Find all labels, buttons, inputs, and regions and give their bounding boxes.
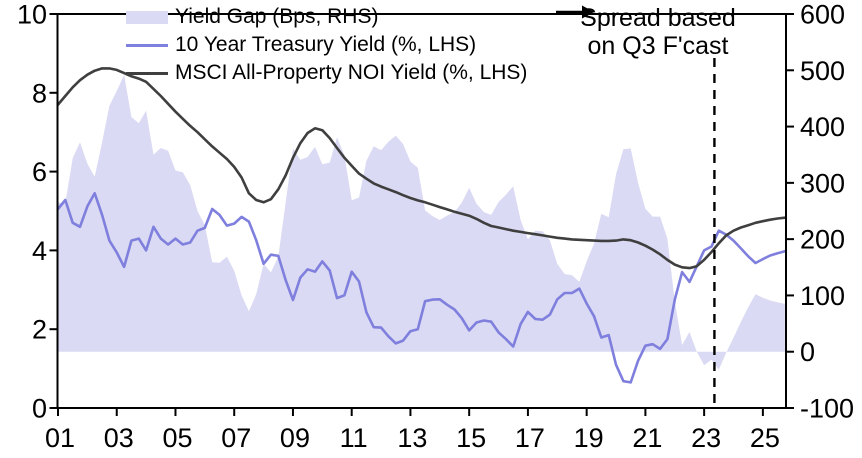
x-axis-label: 21 [632, 423, 662, 453]
legend-item-yield-gap: Yield Gap (Bps, RHS) [126, 3, 527, 31]
noi-yield-line [56, 67, 787, 270]
treasury-yield-line [56, 192, 787, 384]
right-axis-label: 500 [800, 56, 845, 86]
left-axis-label: 4 [32, 236, 47, 266]
forecast-annotation: Spread based on Q3 F'cast [556, 4, 760, 60]
left-axis-label: 2 [32, 315, 47, 345]
x-axis-label: 11 [340, 423, 368, 453]
x-axis-label: 19 [574, 423, 604, 453]
right-axis-label: 300 [800, 168, 845, 198]
left-axis-label: 6 [32, 157, 47, 187]
x-axis-label: 15 [456, 423, 486, 453]
left-axis-label: 8 [32, 78, 47, 108]
right-axis-label: -100 [800, 394, 854, 424]
x-axis-label: 23 [691, 423, 721, 453]
x-axis-label: 13 [397, 423, 427, 453]
x-axis-label: 07 [221, 423, 251, 453]
legend-label-treasury: 10 Year Treasury Yield (%, LHS) [175, 33, 477, 56]
forecast-annotation-line2: on Q3 F'cast [556, 5, 760, 60]
plot-border [56, 13, 787, 409]
right-axis-label: 0 [800, 337, 815, 367]
x-axis-label: 17 [515, 423, 545, 453]
left-axis-label: 0 [32, 394, 47, 424]
left-axis-label: 10 [17, 0, 47, 30]
x-axis-label: 09 [280, 423, 310, 453]
yield-gap-swatch-icon [126, 10, 168, 24]
legend-label-yield-gap: Yield Gap (Bps, RHS) [175, 5, 379, 28]
right-axis-label: 600 [800, 0, 845, 30]
axis-labels: 0 2 4 6 8 10 -100 0 100 200 300 400 500 600 01 03 05 07 09… [17, 0, 854, 453]
x-axis-label: 05 [162, 423, 192, 453]
forecast-annotation-line1: Spread based [580, 4, 736, 32]
legend: Yield Gap (Bps, RHS) 10 Year Treasury Yi… [126, 3, 527, 87]
legend-item-noi: MSCI All-Property NOI Yield (%, LHS) [126, 59, 527, 87]
yield-gap-area [58, 74, 785, 370]
forecast-annotation-line2-text: on Q3 F'cast [587, 32, 729, 60]
legend-label-noi: MSCI All-Property NOI Yield (%, LHS) [175, 61, 528, 84]
x-axis-label: 03 [104, 423, 134, 453]
noi-line-swatch-icon [126, 71, 168, 75]
right-axis-label: 100 [800, 281, 845, 311]
legend-item-treasury: 10 Year Treasury Yield (%, LHS) [126, 31, 527, 59]
axis-ticks [49, 13, 794, 416]
x-axis-label: 01 [45, 423, 75, 453]
x-axis-label: 25 [750, 423, 780, 453]
right-arrow-icon [556, 5, 594, 19]
treasury-line-swatch-icon [126, 43, 168, 47]
right-axis-label: 400 [800, 112, 845, 142]
right-axis-label: 200 [800, 225, 845, 255]
